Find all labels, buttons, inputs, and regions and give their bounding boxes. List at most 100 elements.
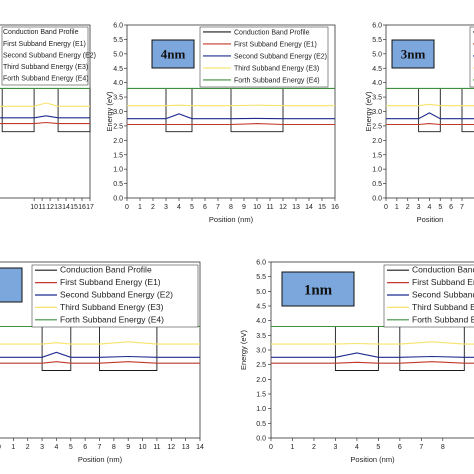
x-axis-label: Position (nm) (78, 455, 123, 464)
series-line-e2 (0, 115, 90, 119)
x-tick-label: 0 (269, 444, 273, 451)
series-line-e1 (0, 121, 90, 125)
y-tick-label: 6.0 (113, 23, 123, 30)
x-tick-label: 6 (83, 444, 87, 451)
x-tick-label: 8 (229, 204, 233, 211)
x-tick-label: 14 (62, 204, 70, 211)
x-tick-label: 0 (0, 444, 1, 451)
y-tick-label: 5.5 (256, 274, 266, 281)
y-tick-label: 5.0 (372, 51, 382, 58)
x-tick-label: 5 (376, 444, 380, 451)
y-tick-label: 2.0 (113, 138, 123, 145)
y-tick-label: 1.0 (256, 406, 266, 413)
x-tick-label: 4 (177, 204, 181, 211)
legend-label-e1: First Subband Energy (E1) (60, 277, 161, 287)
chart-panel-4: 01234567891011121314Position (nm)Conduct… (0, 261, 204, 464)
x-tick-label: 2 (406, 204, 410, 211)
x-tick-label: 6 (449, 204, 453, 211)
x-tick-label: 11 (153, 444, 160, 451)
legend-box (31, 264, 199, 328)
x-tick-label: 11 (38, 204, 45, 211)
series-line-e2 (0, 351, 200, 358)
x-tick-label: 9 (242, 204, 246, 211)
legend-label-e2: Second Subband Energy (E2) (234, 53, 327, 60)
y-tick-label: 4.0 (256, 318, 266, 325)
y-tick-label: 0.5 (372, 181, 382, 188)
y-axis-label: Energy (eV) (239, 329, 248, 370)
series-line-e3 (271, 341, 474, 345)
conduction-band-line (127, 87, 335, 133)
series-line-e3 (127, 104, 335, 107)
x-tick-label: 13 (292, 204, 300, 211)
x-tick-label: 0 (125, 204, 129, 211)
x-tick-label: 3 (417, 204, 421, 211)
x-tick-label: 0 (384, 204, 388, 211)
size-tag-box (151, 39, 195, 69)
y-tick-label: 1.5 (372, 152, 382, 159)
x-tick-label: 7 (98, 444, 102, 451)
x-tick-label: 3 (164, 204, 168, 211)
legend-label-e3: Third Subband Energy (E3) (234, 65, 319, 72)
x-tick-label: 14 (196, 444, 204, 451)
chart-panel-3: 0 1 2 3 4 5 6 7 Position 0.0 0.5 1.0 1.5 2.0 2.5 3.0 3.5… (364, 23, 474, 224)
legend-label-cb: Conduction Band Profile (234, 29, 310, 36)
y-tick-label: 1.0 (113, 167, 123, 174)
y-tick-label: 2.5 (256, 362, 266, 369)
y-tick-label: 3.5 (372, 95, 382, 102)
y-tick-label: 4.5 (113, 66, 123, 73)
x-tick-label: 13 (54, 204, 62, 211)
series-line-e2 (271, 352, 474, 358)
size-tag (0, 267, 23, 303)
y-tick-label: 3.5 (113, 95, 123, 102)
series-line-e1 (0, 361, 200, 364)
x-tick-label: 12 (167, 444, 175, 451)
conduction-band-line (0, 87, 91, 133)
x-axis-label: Position (nm) (209, 215, 254, 224)
x-tick-label: 6 (203, 204, 207, 211)
x-tick-label: 3 (40, 444, 44, 451)
x-tick-label: 12 (279, 204, 287, 211)
y-tick-label: 0.5 (256, 421, 266, 428)
size-tag-label: 1nm (304, 282, 333, 298)
series-line-e3 (386, 103, 474, 107)
x-tick-label: 16 (331, 204, 339, 211)
x-tick-label: 10 (30, 204, 38, 211)
legend-label-cb: Conduction Band Profile (3, 29, 79, 36)
y-tick-label: 3.0 (256, 348, 266, 355)
x-tick-label: 8 (441, 444, 445, 451)
size-tag-label: 4nm (161, 47, 186, 62)
legend-box (383, 264, 474, 328)
y-tick-label: 2.5 (113, 123, 123, 130)
x-tick-label: 1 (395, 204, 399, 211)
size-tag: 4nm (151, 39, 195, 69)
x-tick-label: 13 (182, 444, 190, 451)
y-tick-label: 5.0 (256, 289, 266, 296)
y-tick-label: 3.0 (113, 109, 123, 116)
legend-label-e4: Forth Subband Energy (E4) (412, 314, 474, 324)
conduction-band-line (386, 87, 474, 133)
y-tick-label: 0.0 (372, 196, 382, 203)
y-tick-label: 6.0 (372, 23, 382, 30)
legend-label-e3: Third Subband Energy (E3) (60, 302, 164, 312)
legend-label-e4: Forth Subband Energy (E4) (3, 76, 89, 83)
x-tick-label: 5 (69, 444, 73, 451)
x-axis-label: Position (417, 215, 444, 224)
legend-label-e1: First Subband Energy (E1) (412, 277, 474, 287)
series-line-e3 (0, 341, 200, 345)
x-axis-label: Position (nm) (350, 455, 395, 464)
legend-label-e3: Third Subband Energy (E3) (412, 302, 474, 312)
x-tick-label: 5 (438, 204, 442, 211)
size-tag: 1nm (281, 271, 355, 307)
x-tick-label: 10 (253, 204, 261, 211)
y-tick-label: 0.0 (113, 196, 123, 203)
y-tick-label: 1.5 (256, 392, 266, 399)
legend-label-cb: Conduction Band Profile (60, 265, 152, 275)
conduction-band-line (0, 326, 200, 371)
series-line-e3 (0, 102, 90, 107)
x-tick-label: 2 (26, 444, 30, 451)
legend-label-e4: Forth Subband Energy (E4) (60, 314, 164, 324)
y-tick-label: 4.0 (372, 80, 382, 87)
